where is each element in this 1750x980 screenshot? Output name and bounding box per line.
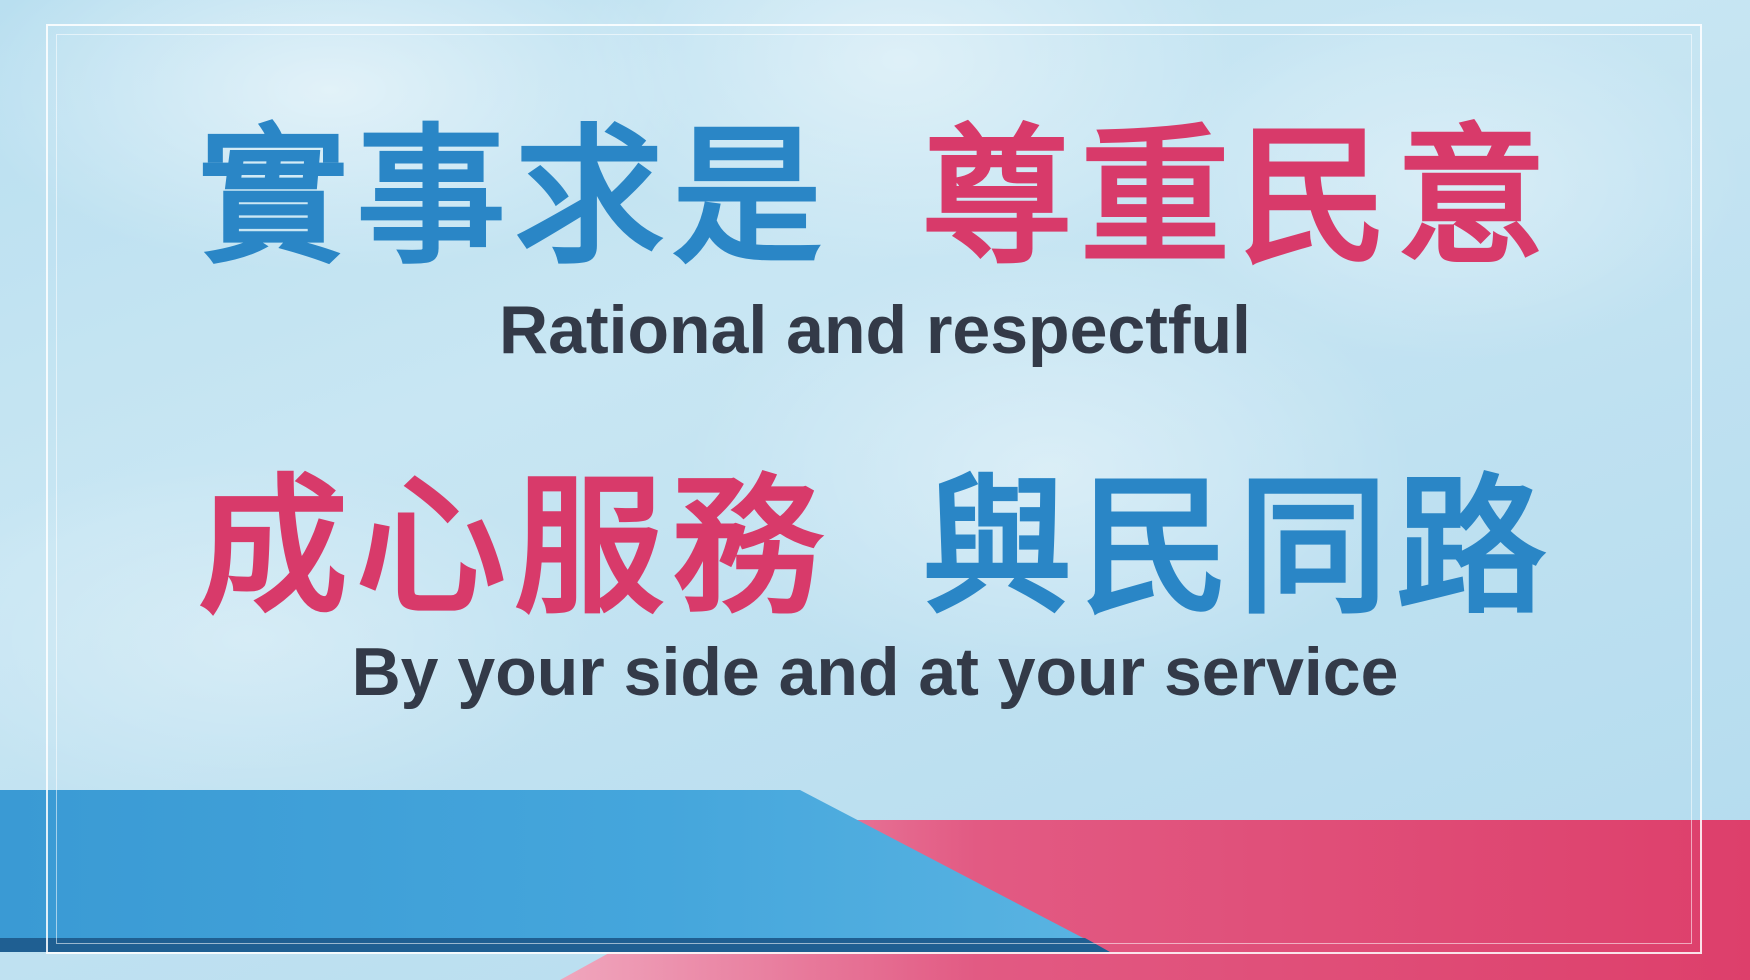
slogan-chinese-1-left: 實事求是	[198, 111, 831, 285]
slogan-english-2: By your side and at your service	[351, 634, 1399, 710]
slogan-english-1: Rational and respectful	[499, 292, 1251, 368]
slogan-chinese-2-right: 與民同路	[922, 461, 1555, 635]
slogan-chinese-2-left: 成心服務	[198, 461, 831, 635]
slogan-chinese-1-right: 尊重民意	[922, 111, 1555, 285]
blue-band	[0, 790, 1110, 952]
blue-band-shadow	[0, 938, 1110, 952]
